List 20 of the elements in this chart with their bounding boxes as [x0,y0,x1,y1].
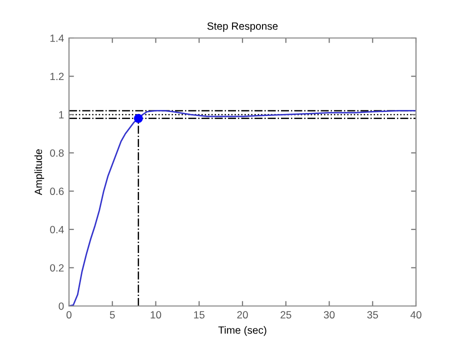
y-tick-label: 1 [59,111,64,118]
x-tick-label: 20 [237,311,248,319]
x-tick-label: 10 [150,311,162,319]
x-tick-label: 30 [324,311,335,319]
x-tick-label: 0 [66,311,72,319]
x-tick-label: 35 [367,311,378,319]
x-axis-title: Time (sec) [218,326,266,336]
x-tick-label: 5 [110,311,115,319]
x-tick-label: 15 [194,311,204,319]
y-tick-label: 0 [58,302,64,310]
y-tick-label: 1.2 [50,72,64,80]
y-tick-label: 0.6 [50,188,64,196]
y-tick-label: 0.2 [50,264,64,272]
y-tick-label: 0.8 [50,149,64,157]
chart-title: Step Response [207,22,278,32]
y-axis-title: Amplitude [34,149,44,196]
x-tick-label: 25 [280,311,292,319]
y-tick-label: 1.4 [50,34,64,42]
x-tick-label: 40 [410,311,422,319]
y-tick-label: 0.4 [50,226,64,234]
